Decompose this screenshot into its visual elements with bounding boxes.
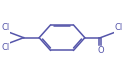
Text: O: O bbox=[97, 46, 104, 55]
Text: Cl: Cl bbox=[1, 43, 10, 52]
Text: Cl: Cl bbox=[114, 23, 123, 32]
Text: Cl: Cl bbox=[1, 23, 10, 32]
